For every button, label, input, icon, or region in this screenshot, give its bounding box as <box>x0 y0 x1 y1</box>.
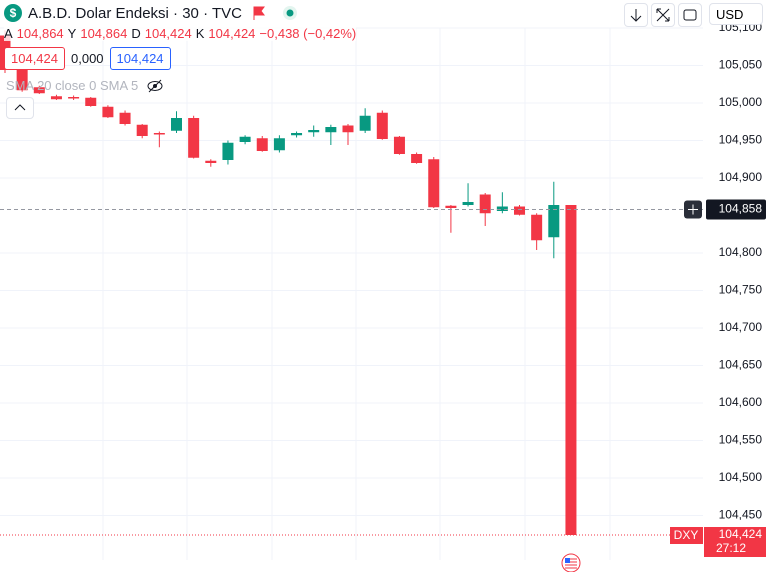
y-tick-label: 104,750 <box>719 283 763 297</box>
chevron <box>14 104 26 111</box>
indicator-legend[interactable]: SMA 20 close 0 SMA 5 <box>6 78 164 94</box>
buy-price[interactable]: 104,424 <box>109 47 171 70</box>
event-flag-canton <box>565 558 570 563</box>
fullscreen-icon <box>683 9 697 21</box>
ohlc-value: 104,864 <box>16 26 64 41</box>
candle-body <box>428 159 440 208</box>
candle-body <box>68 97 80 99</box>
candle-body <box>531 214 543 241</box>
candle-body <box>102 106 114 118</box>
y-tick-label: 105,000 <box>719 95 763 109</box>
symbol-icon: $ <box>4 4 22 22</box>
candle-body <box>171 118 182 131</box>
fit-icon <box>656 8 670 22</box>
candle-body <box>239 136 251 142</box>
event-flag <box>565 558 577 569</box>
ohlc-legend: A 104,864 Y 104,864 D 104,424 K 104,424 −0,438 (… <box>4 26 357 41</box>
price-boxes: 104,424 0,000 104,424 <box>4 47 171 70</box>
candle-body <box>33 87 45 94</box>
candle-body <box>273 138 285 151</box>
ohlc-key: A <box>4 26 13 41</box>
candle-body <box>205 160 217 163</box>
currency: USD <box>716 6 744 22</box>
fit-button[interactable] <box>651 3 675 27</box>
scroll-button[interactable] <box>624 3 648 27</box>
last-price-label: 104,424 <box>719 527 763 541</box>
ohlc-key: D <box>131 26 141 41</box>
indicator-text: SMA 20 close 0 SMA 5 <box>6 78 139 93</box>
candle-body <box>50 96 62 100</box>
candle-body <box>308 130 320 133</box>
last-price-bg <box>704 527 766 557</box>
candle-body <box>376 112 388 139</box>
y-tick-label: 104,600 <box>719 395 763 409</box>
y-tick-label: 104,700 <box>719 320 763 334</box>
symbol-header[interactable]: $ A.B.D. Dolar Endeksi · 30 · TVC <box>4 4 308 22</box>
ohlc-value: 104,424 <box>144 26 192 41</box>
y-tick-label: 104,950 <box>719 133 763 147</box>
y-tick-label: 104,800 <box>719 245 763 259</box>
ohlc-value: 104,864 <box>80 26 128 41</box>
fullscreen-button[interactable] <box>678 3 702 27</box>
ohlc-key: K <box>195 26 205 41</box>
spread: 0,000 <box>71 51 104 66</box>
candle-body <box>462 202 474 205</box>
candle-body <box>496 206 508 211</box>
hide-icon[interactable] <box>146 78 164 94</box>
y-tick-label: 104,550 <box>719 433 763 447</box>
sell-price[interactable]: 104,424 <box>4 47 65 70</box>
candle-body <box>16 70 28 91</box>
ohlc-key: Y <box>67 26 77 41</box>
candle-body <box>548 205 560 238</box>
ohlc-value: 104,424 <box>208 26 256 41</box>
candle-body <box>342 125 354 133</box>
collapse-button[interactable] <box>6 97 34 119</box>
crosshair-label-bg <box>706 199 766 220</box>
y-tick-label: 104,650 <box>719 358 763 372</box>
y-tick-label: 104,900 <box>719 170 763 184</box>
candle-body <box>479 194 491 214</box>
candle-body <box>136 124 148 136</box>
candle-body <box>445 205 457 208</box>
candle-body <box>565 205 577 535</box>
candle-body <box>85 97 97 106</box>
candle-body <box>514 206 525 215</box>
candle-body <box>411 154 423 163</box>
crosshair-plus <box>688 204 698 215</box>
symbol-label: DXY <box>674 528 699 542</box>
symbol-title: A.B.D. Dolar Endeksi · 30 · TVC <box>28 4 242 22</box>
candle-body <box>393 136 405 154</box>
header-icons <box>253 6 297 20</box>
candle-body <box>153 133 165 135</box>
candle-body <box>291 133 303 136</box>
ohlc-change: −0,438 (−0,42%) <box>259 26 357 41</box>
event-icon <box>561 553 581 572</box>
y-tick-label: 104,450 <box>719 508 763 522</box>
crosshair-label: 104,858 <box>719 202 763 216</box>
candle-body <box>256 138 268 151</box>
candle-body <box>359 115 371 131</box>
y-tick-label: 105,050 <box>719 58 763 72</box>
symbol-label-bg <box>670 527 703 544</box>
candle-body <box>222 142 234 160</box>
arrow-icon <box>630 9 642 22</box>
candle-body <box>325 127 337 133</box>
currency-select[interactable]: USD <box>709 3 763 25</box>
candle-body <box>188 118 200 158</box>
countdown: 27:12 <box>716 541 746 555</box>
y-tick-label: 104,500 <box>719 470 763 484</box>
candle-body <box>119 112 131 124</box>
